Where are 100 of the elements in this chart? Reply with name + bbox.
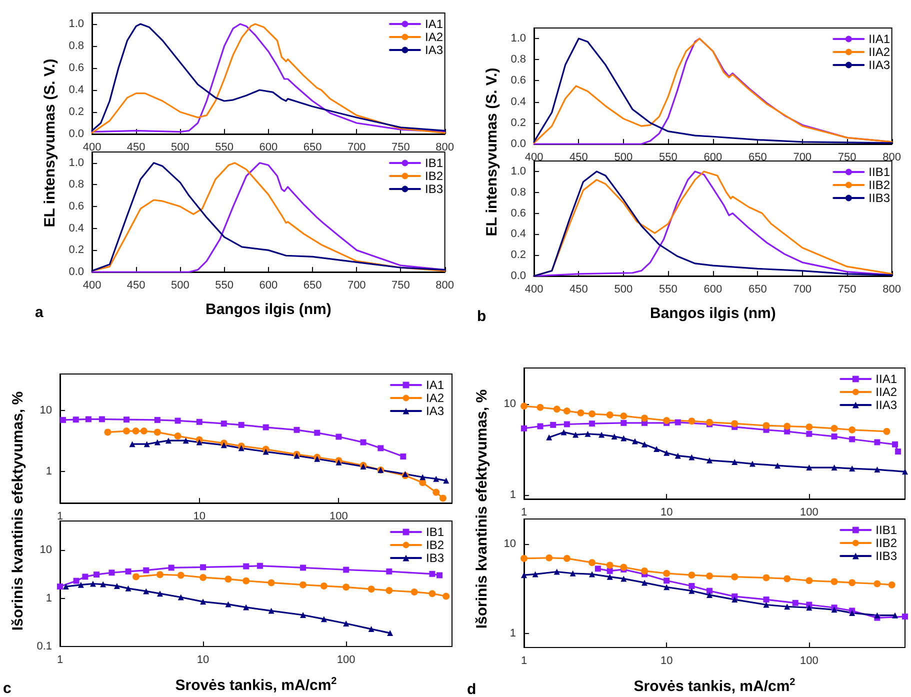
y-tick-label: 0.0 <box>510 270 526 282</box>
x-tick-label: 700 <box>793 152 812 164</box>
x-tick-label: 600 <box>704 284 722 296</box>
x-tick-label: 750 <box>392 142 410 154</box>
x-tick-label: 1 <box>56 510 64 522</box>
y-tick-label: 0.2 <box>510 116 526 129</box>
x-tick-label: 500 <box>171 280 190 292</box>
x-tick-label: 650 <box>748 284 767 296</box>
y-tick-label: 0.1 <box>36 640 52 652</box>
x-tick-label: 600 <box>704 152 722 164</box>
y-tick-label: 0.6 <box>68 200 84 213</box>
x-tick-label: 550 <box>215 142 234 154</box>
x-tick-label: 500 <box>171 142 190 154</box>
y-tick-label: 0.0 <box>68 266 84 278</box>
y-tick-label: 0.2 <box>510 249 526 262</box>
x-tick-label: 10 <box>196 654 210 666</box>
legend-label: IIB2 <box>876 536 898 550</box>
legend-label: IIA2 <box>868 45 890 59</box>
text: c <box>3 680 12 697</box>
y-axis-title: Išorinis kvantinis efektyvumas, % <box>474 388 490 628</box>
x-tick-label: 10 <box>193 510 206 522</box>
legend-label: IIB2 <box>868 178 890 192</box>
x-tick-label: 600 <box>259 142 278 154</box>
x-tick-label: 550 <box>659 152 678 164</box>
y-tick-label: 0.6 <box>510 207 526 220</box>
y-tick-label: 0.2 <box>68 244 84 256</box>
x-tick-label: 10 <box>660 506 673 518</box>
x-tick-label: 500 <box>614 152 633 164</box>
y-tick-label: 1.0 <box>68 18 84 30</box>
x-tick-label: 800 <box>436 280 454 292</box>
x-tick-label: 450 <box>126 280 146 292</box>
x-axis-title: Bangos ilgis (nm) <box>650 305 776 322</box>
x-tick-label: 100 <box>330 510 348 522</box>
y-tick-label: 1.0 <box>68 156 84 169</box>
legend-label: IB2 <box>424 169 444 183</box>
legend-label: IA2 <box>426 391 444 405</box>
legend-label: IB3 <box>426 551 444 565</box>
y-tick-label: 1.0 <box>510 165 526 178</box>
y-tick-label: 0.0 <box>510 138 526 150</box>
y-axis-title: EL intensyvumas (S. V.) <box>484 68 500 236</box>
x-tick-label: 10 <box>660 655 673 667</box>
y-tick-label: 0.6 <box>68 62 84 74</box>
legend-label: IIA1 <box>868 32 890 46</box>
y-tick-label: 10 <box>40 404 52 417</box>
text: d <box>467 681 476 697</box>
legend-label: IA1 <box>424 17 444 31</box>
legend-label: IA2 <box>424 30 444 44</box>
y-tick-label: 0.4 <box>510 96 526 108</box>
legend-label: IA3 <box>426 404 444 418</box>
x-tick-label: 400 <box>82 142 102 154</box>
y-tick-label: 0.8 <box>68 178 84 191</box>
x-tick-label: 800 <box>882 284 902 296</box>
x-tick-label: 700 <box>347 280 366 292</box>
y-tick-label: 0.2 <box>68 106 84 118</box>
y-tick-label: 1 <box>510 628 516 640</box>
x-tick-label: 400 <box>82 280 102 292</box>
legend-label: IIA3 <box>876 398 898 412</box>
y-tick-label: 10 <box>504 538 516 550</box>
x-tick-label: 650 <box>303 142 322 154</box>
x-tick-label: 400 <box>524 284 544 296</box>
x-tick-label: 450 <box>126 142 146 154</box>
x-tick-label: 800 <box>882 152 902 164</box>
x-tick-label: 750 <box>838 152 856 164</box>
x-tick-label: 1 <box>56 654 64 666</box>
text: b <box>477 308 486 325</box>
x-tick-label: 450 <box>570 284 588 296</box>
y-axis-title: Išorinis kvantinis efektyvumas, % <box>10 391 26 631</box>
x-tick-label: 700 <box>793 284 812 296</box>
legend-label: IB3 <box>424 182 444 196</box>
y-tick-label: 0.6 <box>510 74 526 87</box>
legend-label: IB1 <box>426 525 444 539</box>
y-tick-label: 0.0 <box>68 128 84 140</box>
legend-label: IB2 <box>426 538 444 552</box>
x-tick-label: 550 <box>659 284 678 296</box>
x-tick-label: 100 <box>800 506 818 518</box>
y-tick-label: 0.4 <box>68 222 84 234</box>
x-tick-label: 700 <box>347 142 366 154</box>
y-tick-label: 1.0 <box>510 32 526 45</box>
legend-label: IB1 <box>424 156 444 170</box>
y-tick-label: 10 <box>504 398 516 410</box>
legend-label: IA3 <box>424 43 444 57</box>
legend-label: IIA1 <box>876 372 898 386</box>
y-tick-label: 1 <box>46 465 52 478</box>
x-tick-label: 100 <box>336 654 356 666</box>
y-tick-label: 0.8 <box>68 40 84 52</box>
legend-label: IIA2 <box>876 385 898 399</box>
x-tick-label: 100 <box>800 655 818 667</box>
legend-label: IIB1 <box>868 165 890 179</box>
x-tick-label: 500 <box>614 284 633 296</box>
x-tick-label: 650 <box>303 280 322 292</box>
y-tick-label: 1 <box>46 592 52 604</box>
legend-label: IA1 <box>426 378 444 392</box>
legend-label: IIB1 <box>876 523 898 537</box>
y-tick-label: 1 <box>510 488 516 501</box>
y-tick-label: 0.8 <box>510 186 526 198</box>
x-tick-label: 400 <box>524 152 544 164</box>
x-tick-label: 800 <box>436 142 454 154</box>
x-tick-label: 650 <box>748 152 767 164</box>
y-tick-label: 0.8 <box>510 54 526 66</box>
y-tick-label: 10 <box>40 544 52 556</box>
